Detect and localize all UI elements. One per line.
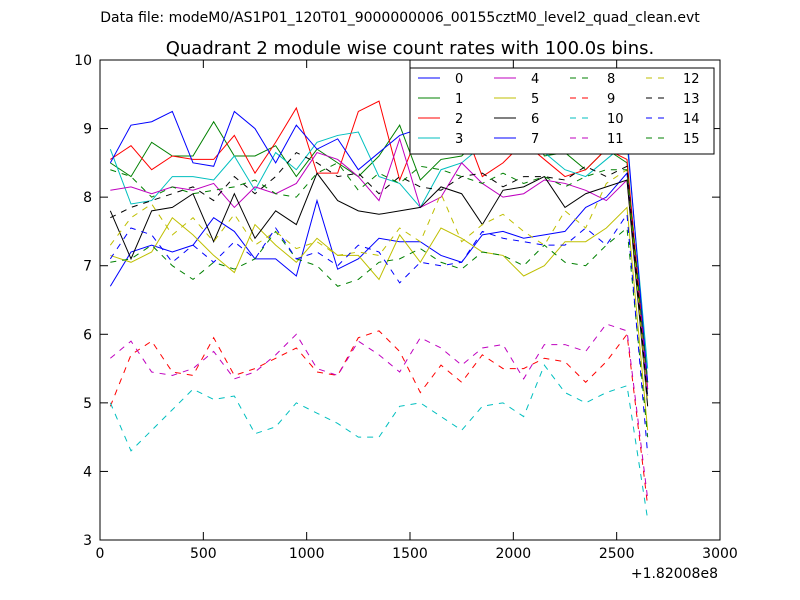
legend-label-14: 14 [683, 112, 700, 127]
legend-label-5: 5 [531, 92, 539, 107]
y-tick-label: 6 [83, 327, 92, 343]
series-line-12 [109, 168, 649, 403]
legend-label-3: 3 [455, 132, 463, 147]
legend-label-7: 7 [531, 132, 539, 147]
y-tick-label: 5 [83, 396, 92, 412]
series-line-15 [110, 162, 649, 383]
legend-label-6: 6 [531, 112, 539, 127]
y-tick-label: 9 [83, 122, 92, 138]
series-line-9 [109, 330, 649, 506]
series-line-11 [110, 323, 649, 499]
series-line-3 [109, 100, 649, 369]
x-tick-label: 1000 [289, 546, 325, 562]
y-tick-label: 8 [83, 190, 92, 206]
legend-label-8: 8 [607, 72, 615, 87]
chart-suptitle: Data file: modeM0/AS1P01_120T01_90000000… [100, 10, 700, 26]
legend-label-11: 11 [607, 132, 624, 147]
x-tick-label: 2000 [496, 546, 532, 562]
series-line-4 [110, 137, 649, 390]
x-tick-label: 1500 [392, 546, 428, 562]
x-tick-label: 2500 [599, 546, 635, 562]
series-line-5 [110, 206, 649, 431]
series-line-13 [110, 151, 649, 400]
legend-label-15: 15 [683, 132, 700, 147]
x-tick-label: 0 [96, 546, 105, 562]
series-line-6 [109, 172, 649, 407]
legend-label-4: 4 [531, 72, 539, 87]
legend-label-12: 12 [683, 72, 700, 87]
x-tick-label: 500 [190, 546, 217, 562]
legend-label-2: 2 [455, 112, 463, 127]
x-offset-label: +1.82008e8 [631, 566, 718, 582]
y-tick-label: 3 [83, 533, 92, 549]
y-tick-label: 4 [83, 464, 92, 480]
series-layer [109, 100, 649, 520]
legend-label-10: 10 [607, 112, 624, 127]
y-tick-label: 7 [83, 259, 92, 275]
series-line-10 [109, 364, 649, 520]
series-line-2 [110, 100, 649, 390]
y-tick-label: 10 [74, 53, 92, 69]
legend-label-1: 1 [455, 92, 463, 107]
legend-box [409, 67, 715, 155]
series-line-8 [110, 227, 649, 438]
x-tick-label: 3000 [702, 546, 738, 562]
series-line-0 [109, 171, 649, 397]
legend-label-0: 0 [455, 72, 463, 87]
chart-title: Quadrant 2 module wise count rates with … [166, 38, 655, 59]
legend-label-13: 13 [683, 92, 700, 107]
series-line-14 [109, 212, 649, 455]
legend-label-9: 9 [607, 92, 615, 107]
plot-frame [99, 59, 721, 541]
